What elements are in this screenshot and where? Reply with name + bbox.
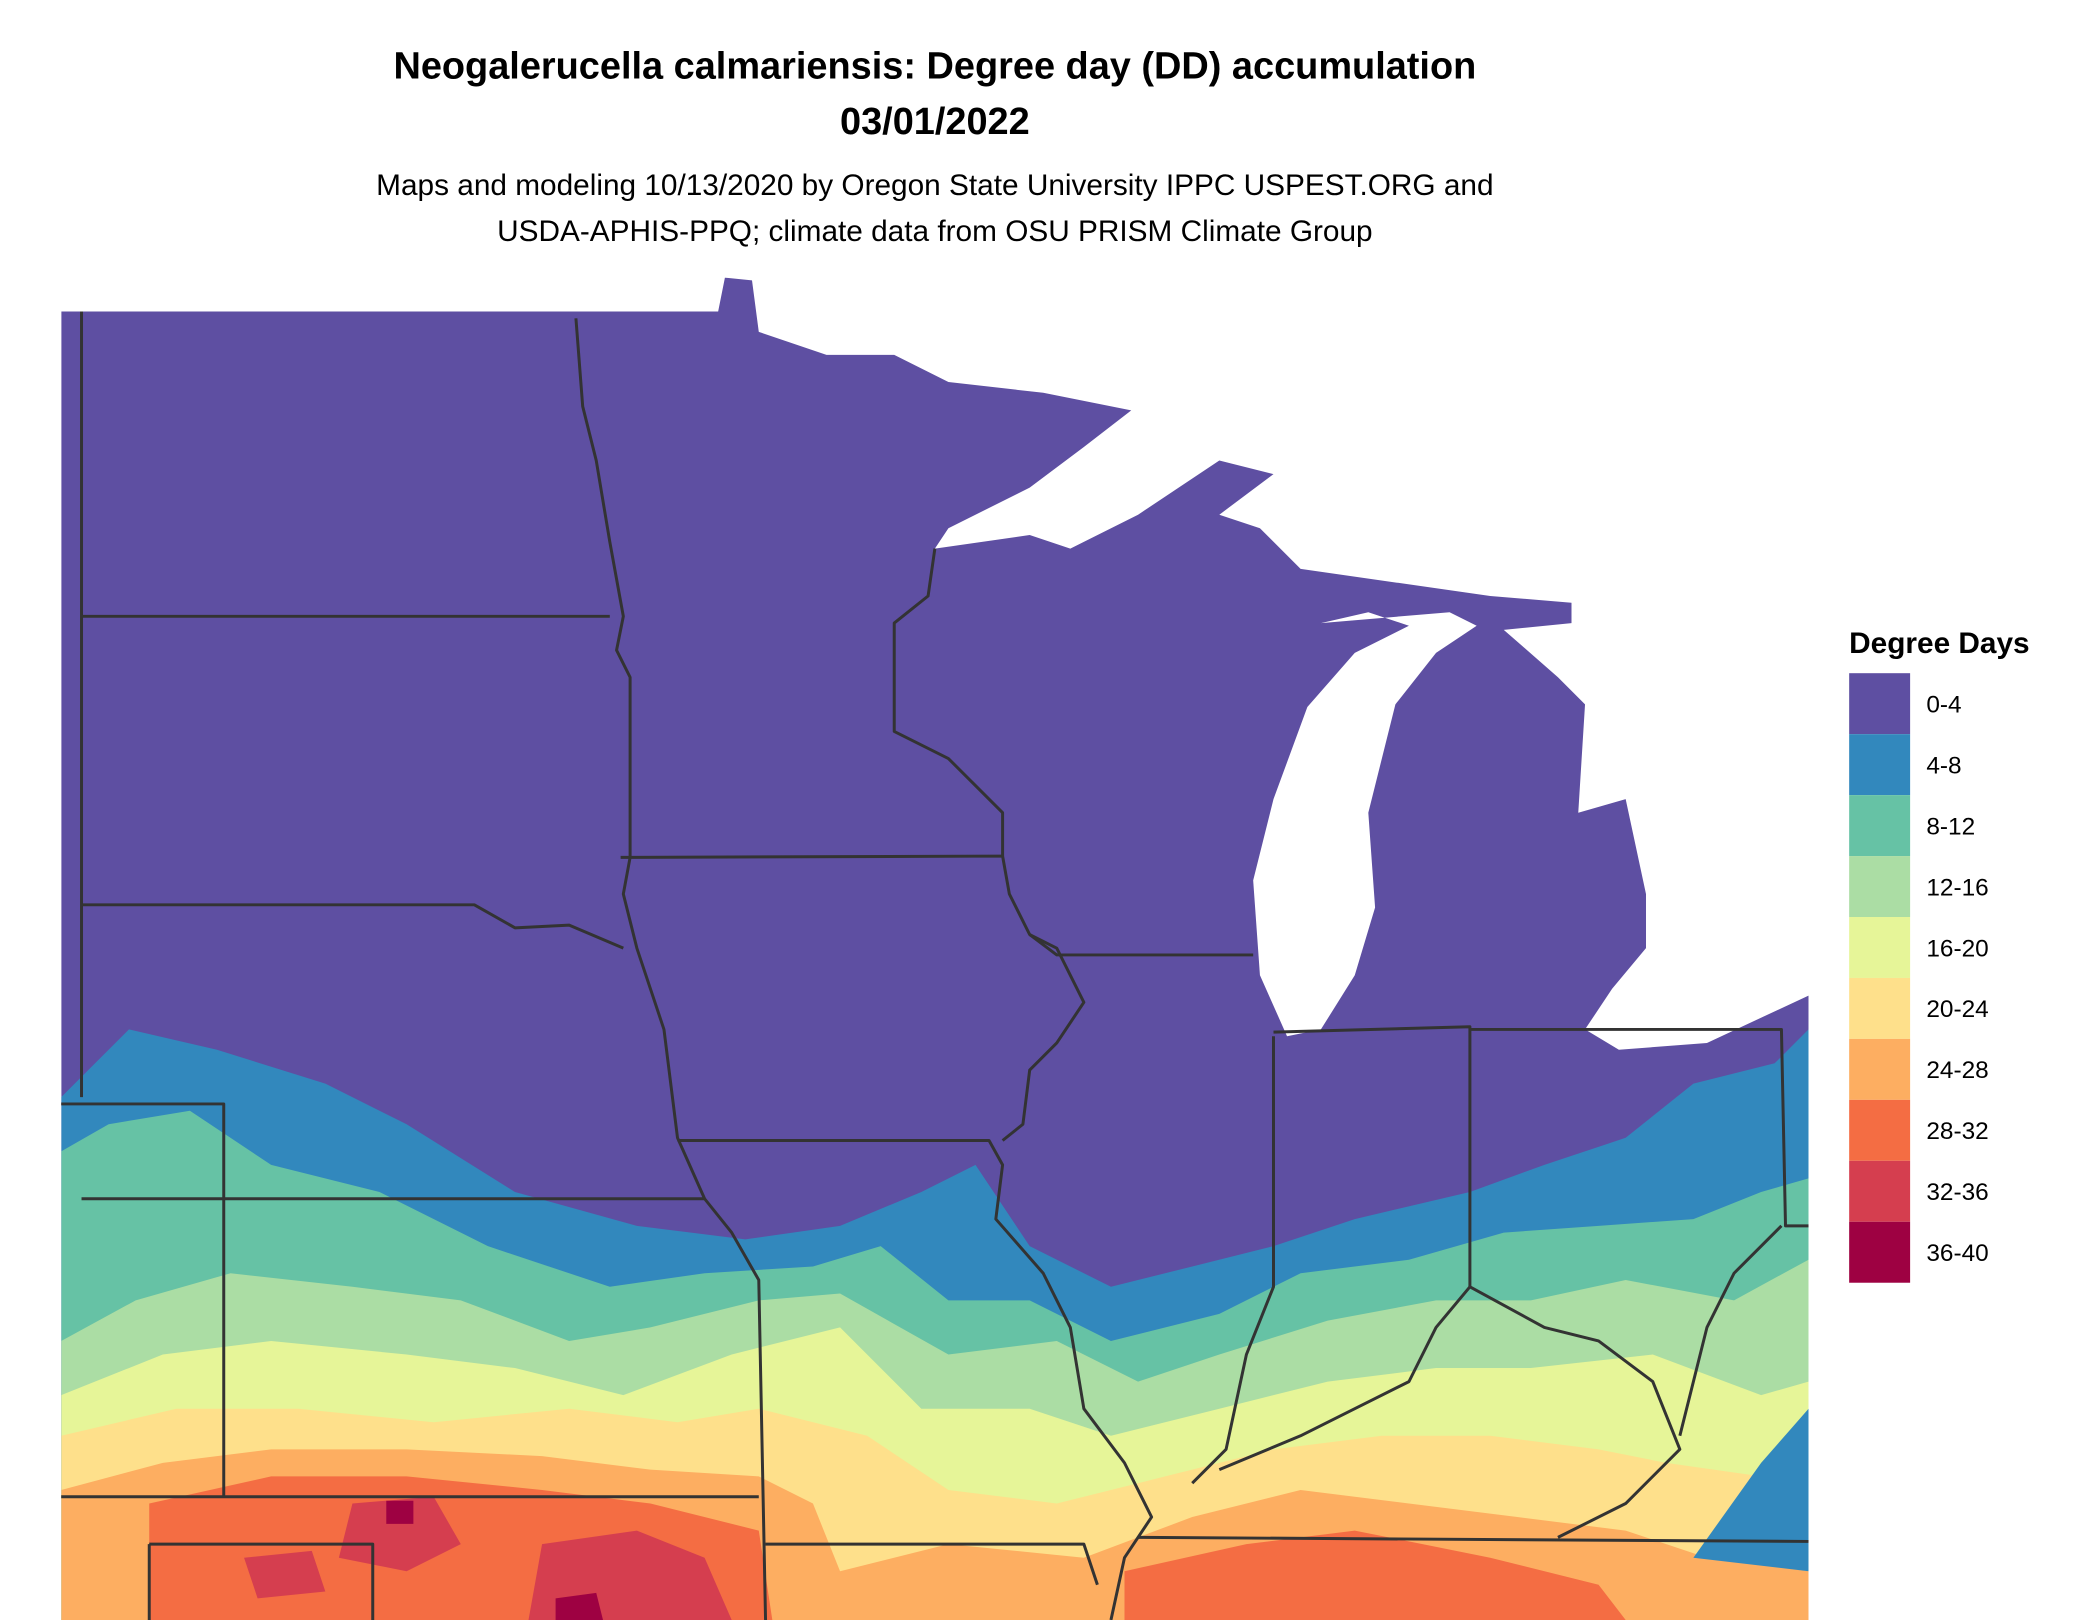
region-4-8 bbox=[1693, 1408, 1809, 1572]
subtitle: USDA-APHIS-PPQ; climate data from OSU PR… bbox=[497, 215, 1372, 248]
legend-swatch bbox=[1849, 977, 1911, 1039]
legend-label: 8-12 bbox=[1926, 813, 1975, 840]
legend-swatch bbox=[1849, 1038, 1911, 1100]
legend-label: 16-20 bbox=[1926, 935, 1988, 962]
legend-swatch bbox=[1849, 795, 1911, 857]
legend-label: 0-4 bbox=[1926, 691, 1961, 718]
legend-swatch bbox=[1849, 856, 1911, 918]
border bbox=[677, 1139, 1154, 1620]
border bbox=[892, 548, 1086, 1142]
border bbox=[1191, 1025, 1809, 1485]
border bbox=[1218, 1224, 1783, 1539]
title-date: 03/01/2022 bbox=[840, 101, 1030, 143]
border bbox=[574, 318, 1254, 957]
region-32-36 bbox=[244, 1496, 732, 1620]
border bbox=[81, 857, 768, 1620]
map-fill bbox=[61, 277, 1809, 1620]
border bbox=[81, 614, 624, 950]
legend-swatch bbox=[1849, 1099, 1911, 1161]
legend-label: 32-36 bbox=[1926, 1179, 1988, 1206]
legend: 0-4 4-8 8-12 12-16 16-20 20-24 24-28 28-32 32-36… bbox=[1849, 673, 1989, 1283]
legend-swatch bbox=[1849, 917, 1911, 978]
subtitle: Maps and modeling 10/13/2020 by Oregon S… bbox=[376, 169, 1493, 202]
legend-swatch bbox=[1849, 734, 1911, 796]
border bbox=[61, 1102, 1809, 1620]
legend-swatch bbox=[1849, 1221, 1911, 1283]
legend-label: 12-16 bbox=[1926, 874, 1988, 901]
legend-label: 36-40 bbox=[1926, 1240, 1988, 1267]
legend-label: 28-32 bbox=[1926, 1118, 1988, 1145]
legend-label: 24-28 bbox=[1926, 1057, 1988, 1084]
title: Neogalerucella calmariensis: Degree day … bbox=[393, 46, 1476, 88]
region-36-40 bbox=[386, 1500, 604, 1620]
legend-swatch bbox=[1849, 673, 1911, 735]
legend-label: 4-8 bbox=[1926, 752, 1961, 779]
state-borders bbox=[61, 311, 1809, 1620]
legend-swatch bbox=[1849, 1160, 1911, 1222]
legend-label: 20-24 bbox=[1926, 996, 1988, 1023]
legend-title: Degree Days bbox=[1849, 627, 2029, 660]
region-28-32 bbox=[149, 1476, 1626, 1620]
